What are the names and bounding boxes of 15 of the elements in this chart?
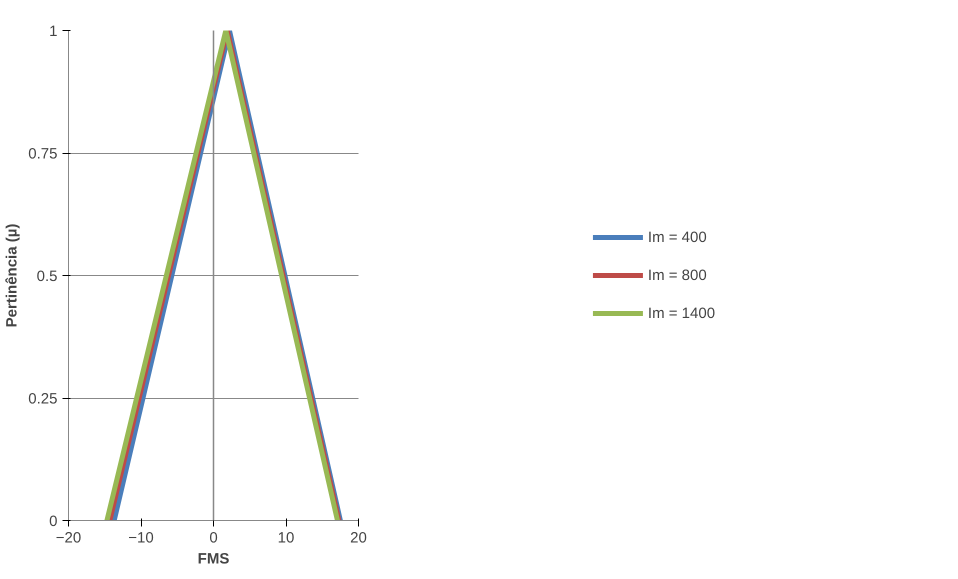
y-tick-label: 0	[49, 513, 58, 530]
y-tick-label: 0.25	[28, 390, 58, 408]
y-tick-label: 0.75	[28, 146, 58, 162]
x-axis-title: FMS	[198, 550, 230, 568]
x-tick-label: 0	[209, 530, 218, 546]
x-tick-label: −10	[128, 530, 154, 546]
legend-label: Im = 1400	[648, 304, 716, 322]
legend-label: Im = 400	[648, 228, 707, 246]
y-tick-label: 0.5	[36, 268, 58, 285]
y-tick-label: 1	[49, 23, 58, 40]
x-tick-label: −20	[56, 530, 82, 546]
x-tick-label: 20	[350, 530, 367, 546]
x-tick-label: 10	[278, 530, 294, 546]
legend-label: Im = 800	[648, 266, 707, 284]
y-axis-title: Pertinência (µ)	[3, 224, 20, 328]
